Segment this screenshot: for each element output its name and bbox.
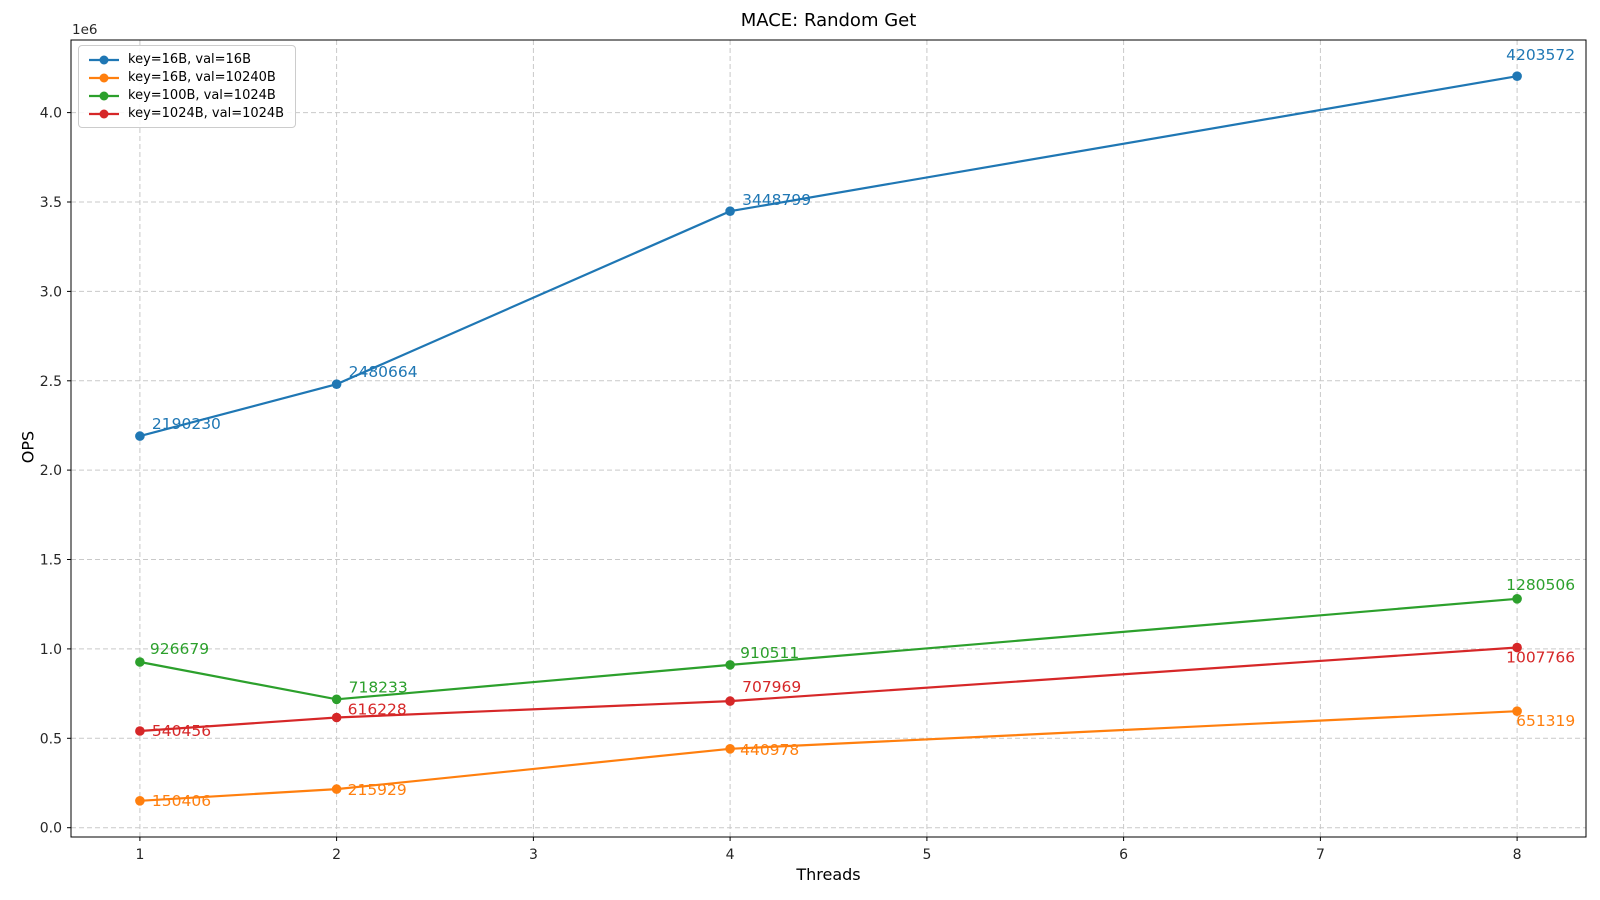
point-value-label: 707969 <box>742 678 801 696</box>
series-line <box>139 75 1518 438</box>
y-tick-label: 2.0 <box>40 463 62 479</box>
point-value-label: 616228 <box>348 701 407 719</box>
x-tick-label: 7 <box>1316 847 1325 863</box>
data-point <box>725 744 735 754</box>
x-tick-label: 6 <box>1119 847 1128 863</box>
data-point <box>135 796 145 806</box>
series-line <box>139 710 1518 802</box>
y-axis-label: OPS <box>18 430 38 464</box>
data-point <box>331 784 342 794</box>
y-tick-label: 0.5 <box>40 731 62 747</box>
y-tick-label: 1.0 <box>40 642 62 658</box>
legend-label: key=16B, val=10240B <box>128 70 276 85</box>
data-point <box>725 696 735 706</box>
data-point <box>135 726 145 736</box>
point-value-label: 150406 <box>152 792 211 810</box>
point-value-label: 4203572 <box>1506 46 1575 64</box>
x-tick-label: 8 <box>1513 847 1522 863</box>
y-tick-label: 3.0 <box>40 284 62 300</box>
legend-item: key=16B, val=10240B <box>88 70 284 85</box>
y-tick-label: 4.0 <box>40 106 62 122</box>
data-point <box>725 660 735 670</box>
point-value-label: 2190230 <box>152 415 221 433</box>
data-point <box>725 206 735 216</box>
legend-marker-icon <box>89 55 119 64</box>
y-tick-label: 0.0 <box>40 821 62 837</box>
point-value-label: 910511 <box>740 644 799 662</box>
data-point <box>1512 71 1522 81</box>
x-tick-label: 2 <box>332 847 341 863</box>
x-tick-label: 4 <box>726 847 735 863</box>
point-value-label: 1280506 <box>1506 576 1575 594</box>
legend-label: key=16B, val=16B <box>128 52 251 67</box>
data-point <box>135 431 145 441</box>
axes-frame <box>70 39 1587 838</box>
legend-label: key=1024B, val=1024B <box>128 106 285 121</box>
legend: key=16B, val=16B key=16B, val=10240B key=1… <box>78 45 297 128</box>
data-point <box>331 379 342 390</box>
point-value-label: 651319 <box>1516 712 1575 730</box>
legend-label: key=100B, val=1024B <box>128 88 276 103</box>
y-axis-offset-label: 1e6 <box>72 22 98 38</box>
legend-marker-icon <box>89 73 119 82</box>
point-value-label: 2480664 <box>349 363 418 381</box>
series-line <box>139 597 1518 701</box>
point-value-label: 1007766 <box>1506 649 1575 667</box>
y-tick-label: 3.5 <box>40 195 62 211</box>
legend-item: key=1024B, val=1024B <box>88 106 284 121</box>
data-point <box>1512 642 1522 653</box>
data-point <box>331 712 342 723</box>
data-point <box>331 694 342 705</box>
data-point <box>135 657 145 667</box>
series-line <box>139 646 1518 733</box>
y-tick-label: 2.5 <box>40 374 62 390</box>
legend-marker-icon <box>89 91 119 100</box>
x-tick-label: 3 <box>529 847 538 863</box>
x-tick-label: 1 <box>135 847 144 863</box>
data-point <box>1512 706 1522 716</box>
point-value-label: 718233 <box>349 678 408 696</box>
point-value-label: 3448799 <box>742 191 811 209</box>
point-value-label: 540456 <box>152 722 211 740</box>
x-tick-label: 5 <box>922 847 931 863</box>
legend-item: key=16B, val=16B <box>88 52 284 67</box>
data-point <box>1512 594 1522 604</box>
point-value-label: 926679 <box>150 640 209 658</box>
point-value-label: 440978 <box>740 741 799 759</box>
legend-item: key=100B, val=1024B <box>88 88 284 103</box>
y-tick-label: 1.5 <box>40 553 62 569</box>
x-axis-label: Threads <box>796 865 861 884</box>
point-value-label: 215929 <box>348 781 407 799</box>
legend-marker-icon <box>89 109 119 118</box>
chart-title: MACE: Random Get <box>740 10 917 31</box>
